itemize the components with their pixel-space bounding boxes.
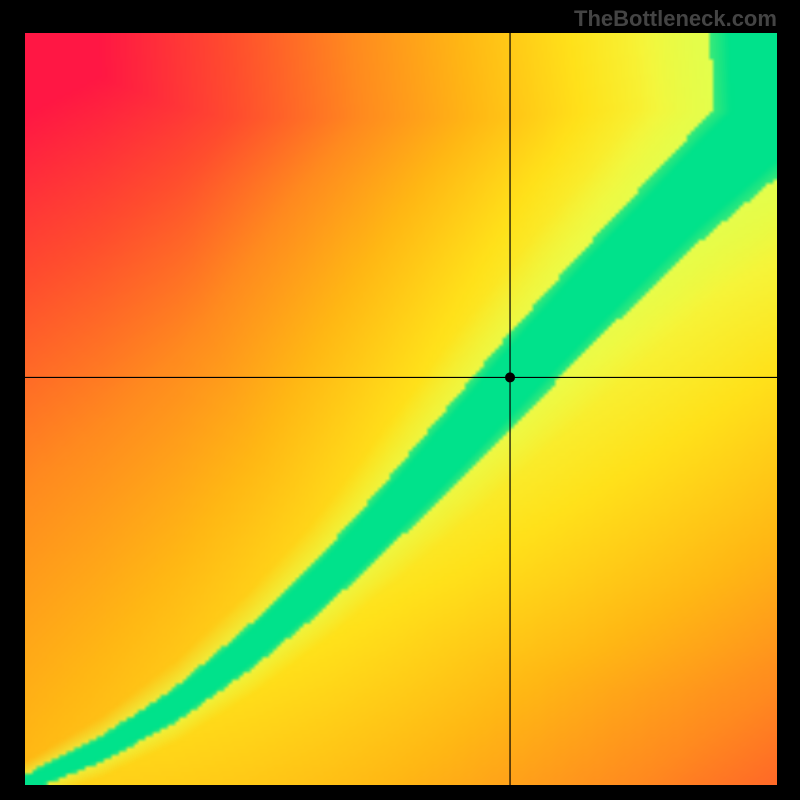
watermark-text: TheBottleneck.com — [574, 6, 777, 32]
chart-overlay — [0, 0, 800, 800]
crosshair-dot — [505, 372, 515, 382]
